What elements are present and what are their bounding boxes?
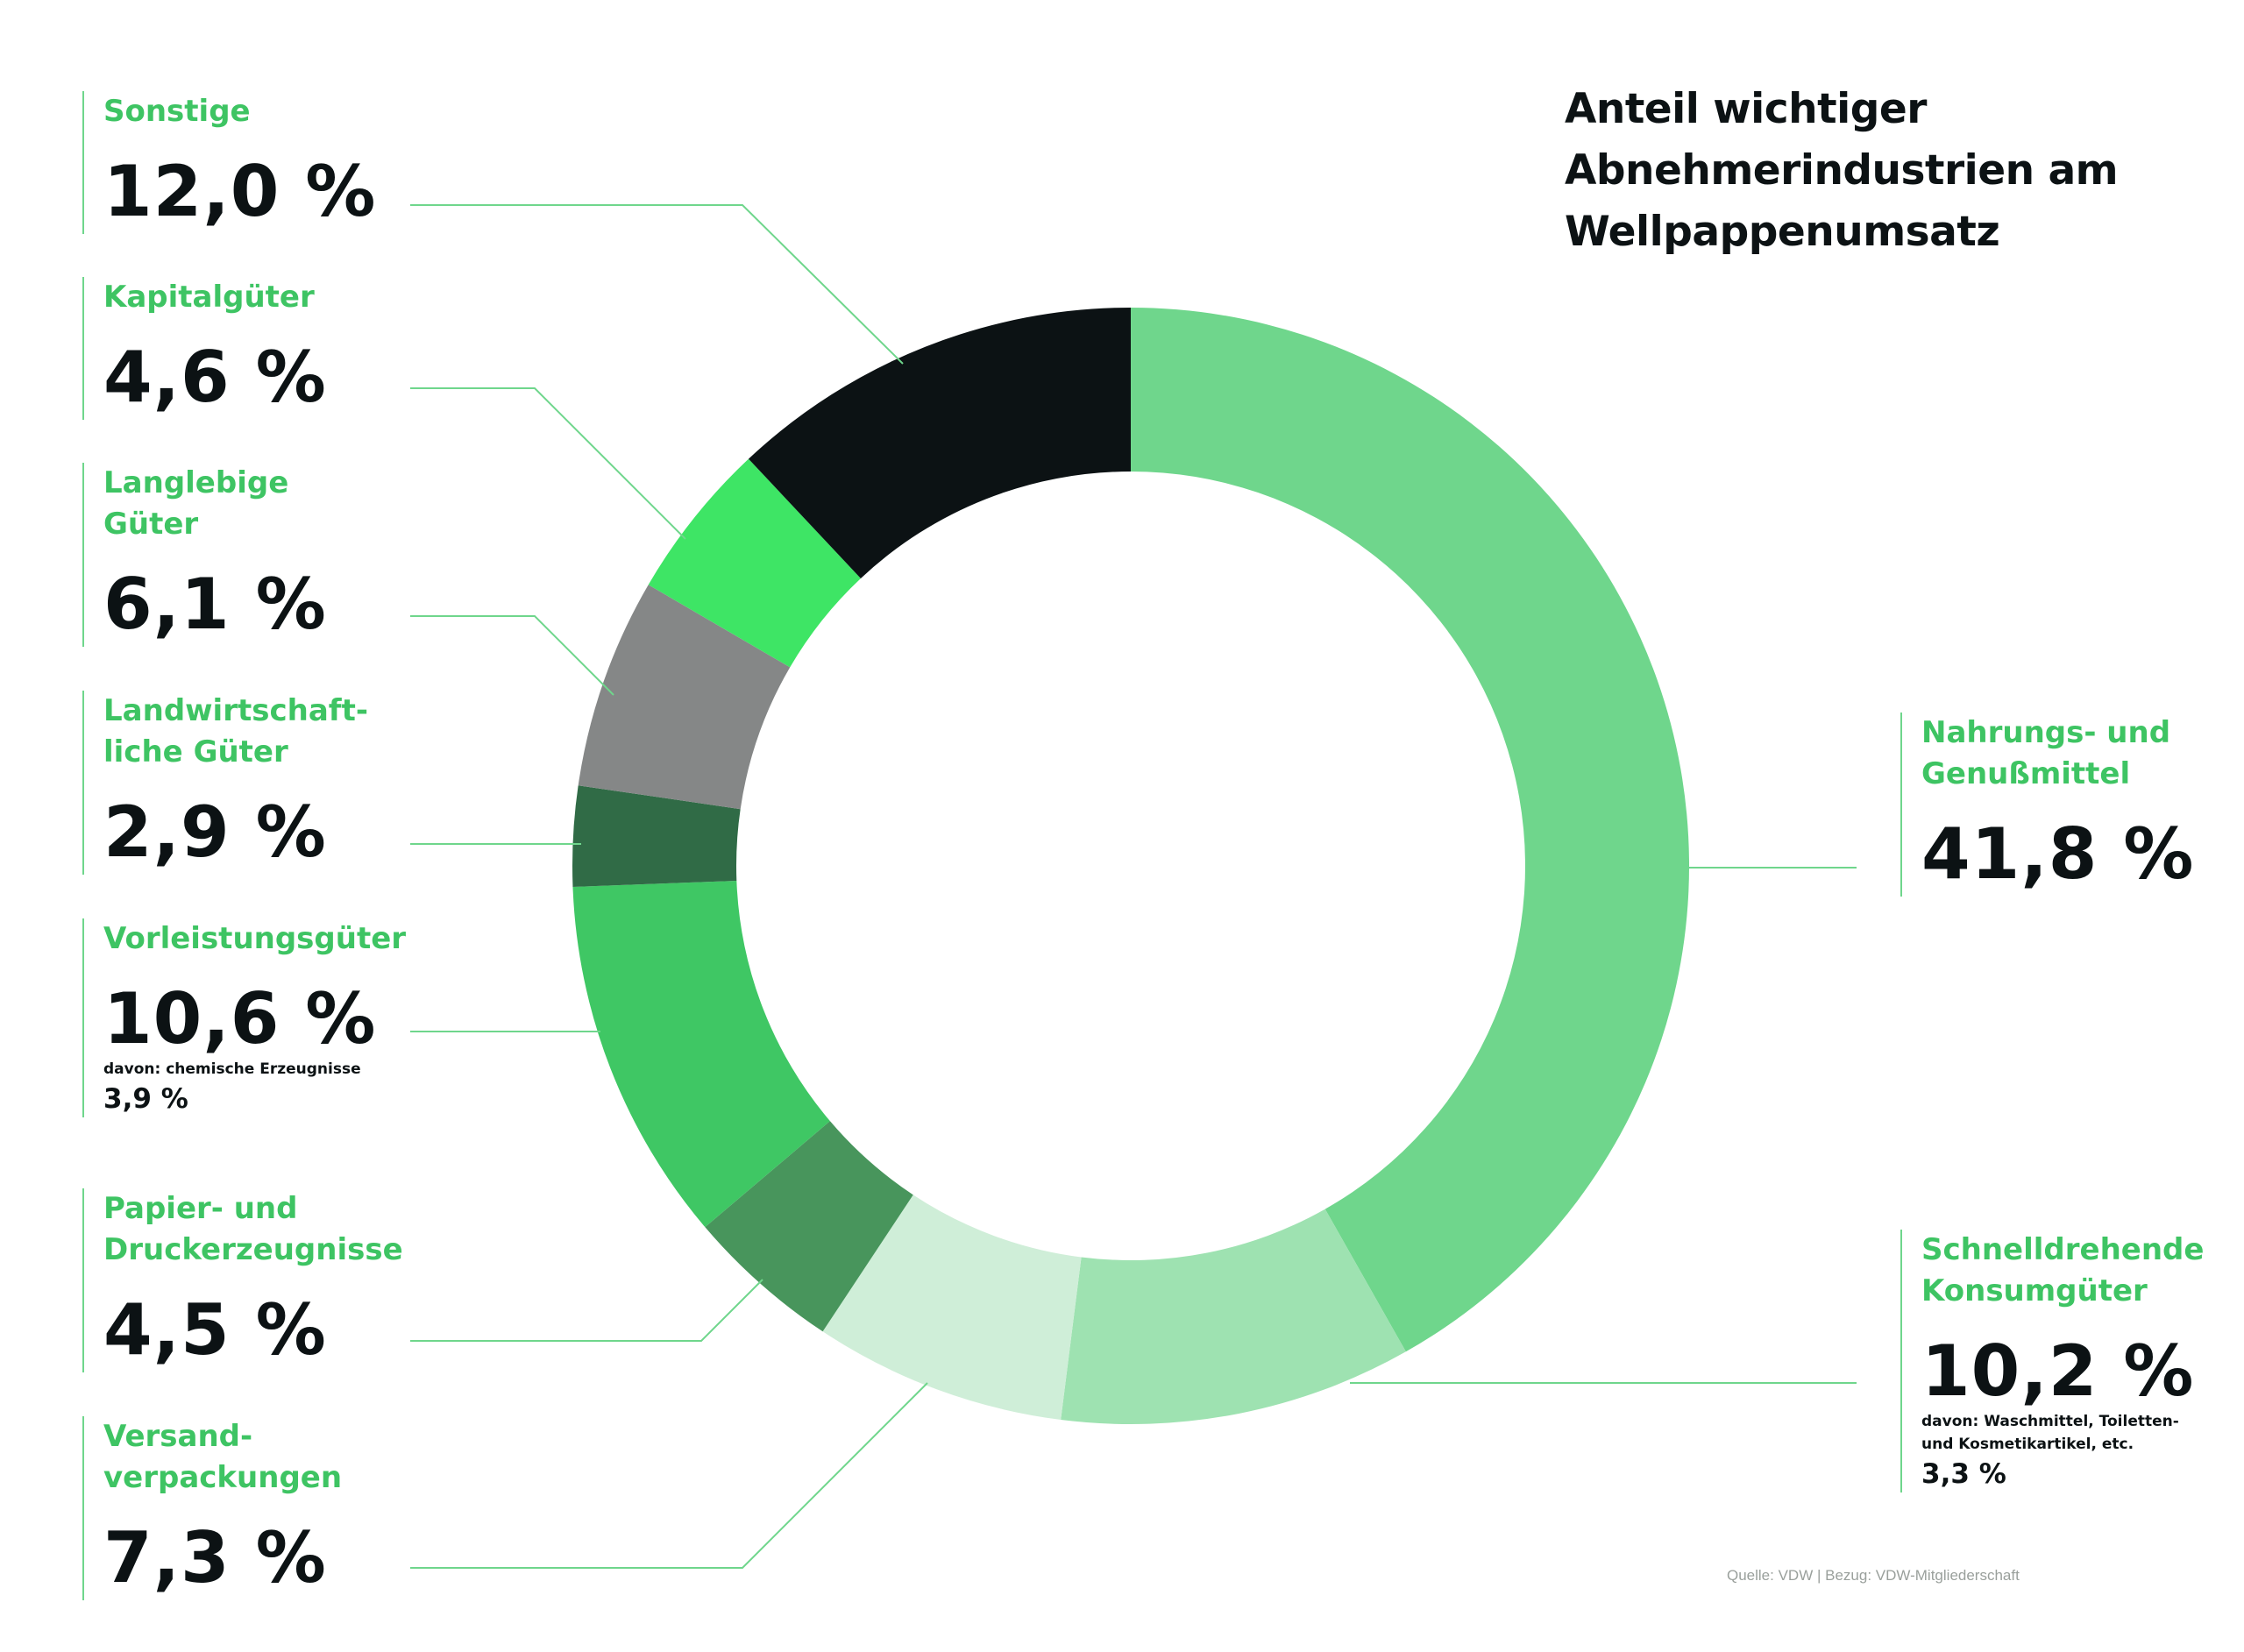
label-schnelldrehende-konsumgueter: Schnelldrehende Konsumgüter 10,2 % davon…: [1900, 1230, 2204, 1492]
sub-note-line: davon: Waschmittel, Toiletten-: [1921, 1413, 2179, 1430]
label-langlebige-gueter: Langlebige Güter 6,1 %: [82, 463, 327, 647]
percent-value: 4,6 %: [103, 337, 327, 418]
donut-slice-landwirtschaftliche-güter: [572, 785, 741, 888]
chart-title-line: Abnehmerindustrien am: [1565, 146, 2119, 195]
donut-slices: [572, 308, 1690, 1424]
category-name-line: Konsumgüter: [1921, 1273, 2148, 1308]
percent-value: 10,6 %: [103, 978, 377, 1060]
percent-value: 4,5 %: [103, 1289, 327, 1371]
label-landwirtschaftliche-gueter: Landwirtschaft- liche Güter 2,9 %: [82, 691, 368, 875]
category-name-line: Landwirtschaft-: [103, 693, 368, 728]
chart-title-line: Anteil wichtiger: [1565, 85, 1927, 133]
category-name-line: Vorleistungsgüter: [103, 921, 407, 956]
leader-line-sonstige: [410, 204, 904, 365]
sub-note-value: 3,9 %: [103, 1083, 188, 1115]
source-note: Quelle: VDW | Bezug: VDW-Mitgliederschaf…: [1727, 1567, 2020, 1584]
sub-note: davon: chemische Erzeugnisse: [103, 1058, 406, 1081]
label-nahrungs-genussmittel: Nahrungs- und Genußmittel 41,8 %: [1900, 713, 2194, 897]
category-name: Papier- und Druckerzeugnisse: [103, 1188, 403, 1271]
leader-line-papier: [410, 1279, 763, 1342]
donut-slice-versandverpackungen: [822, 1195, 1082, 1420]
category-name: Versand- verpackungen: [103, 1416, 342, 1499]
donut-slice-sonstige: [748, 308, 1131, 578]
category-name-line: Langlebige: [103, 465, 289, 500]
category-name-line: Sonstige: [103, 94, 251, 129]
category-name: Landwirtschaft- liche Güter: [103, 691, 368, 773]
sub-note-line: davon: chemische Erzeugnisse: [103, 1060, 361, 1078]
percent-value: 12,0 %: [103, 151, 377, 232]
label-papier-druckerzeugnisse: Papier- und Druckerzeugnisse 4,5 %: [82, 1188, 403, 1372]
category-name: Kapitalgüter: [103, 277, 327, 318]
donut-slice-vorleistungsgüter: [572, 880, 830, 1228]
category-name-line: verpackungen: [103, 1460, 343, 1495]
leader-line-versand: [410, 1382, 928, 1569]
category-name: Nahrungs- und Genußmittel: [1921, 713, 2194, 795]
leader-line-langlebig: [410, 615, 614, 696]
donut-slice-papier-und-druckerzeugnisse: [705, 1121, 913, 1332]
chart-title-line: Wellpappenumsatz: [1565, 208, 2000, 256]
leader-lines: [410, 204, 1857, 1569]
donut-slice-schnelldrehende-konsumgüter: [1061, 1209, 1406, 1424]
label-vorleistungsgueter: Vorleistungsgüter 10,6 % davon: chemisch…: [82, 918, 406, 1117]
percent-value: 41,8 %: [1921, 813, 2195, 895]
sub-note-line: und Kosmetikartikel, etc.: [1921, 1436, 2134, 1453]
percent-value: 10,2 %: [1921, 1330, 2195, 1412]
category-name-line: Genußmittel: [1921, 756, 2131, 791]
category-name-line: Papier- und: [103, 1191, 298, 1226]
leader-line-kapital: [410, 387, 686, 540]
category-name: Langlebige Güter: [103, 463, 327, 545]
category-name-line: Kapitalgüter: [103, 280, 315, 315]
category-name-line: Güter: [103, 507, 199, 542]
sub-note-value: 3,3 %: [1921, 1458, 2006, 1490]
label-kapitalgueter: Kapitalgüter 4,6 %: [82, 277, 327, 420]
category-name: Schnelldrehende Konsumgüter: [1921, 1230, 2204, 1312]
donut-slice-kapitalgüter: [648, 458, 861, 668]
category-name-line: Druckerzeugnisse: [103, 1232, 403, 1267]
percent-value: 7,3 %: [103, 1517, 327, 1599]
category-name: Sonstige: [103, 91, 376, 132]
category-name-line: Schnelldrehende: [1921, 1232, 2205, 1267]
label-sonstige: Sonstige 12,0 %: [82, 91, 376, 234]
chart-title: Anteil wichtiger Abnehmerindustrien am W…: [1565, 79, 2119, 263]
percent-value: 2,9 %: [103, 791, 327, 873]
sub-note: davon: Waschmittel, Toiletten- und Kosme…: [1921, 1410, 2204, 1456]
donut-slice-nahrungs-und-genußmittel: [1131, 308, 1690, 1352]
percent-value: 6,1 %: [103, 564, 327, 645]
category-name-line: liche Güter: [103, 734, 288, 769]
donut-slice-langlebige-güter: [578, 585, 791, 810]
category-name: Vorleistungsgüter: [103, 918, 406, 960]
category-name-line: Versand-: [103, 1419, 253, 1454]
category-name-line: Nahrungs- und: [1921, 715, 2171, 750]
label-versandverpackungen: Versand- verpackungen 7,3 %: [82, 1416, 342, 1600]
